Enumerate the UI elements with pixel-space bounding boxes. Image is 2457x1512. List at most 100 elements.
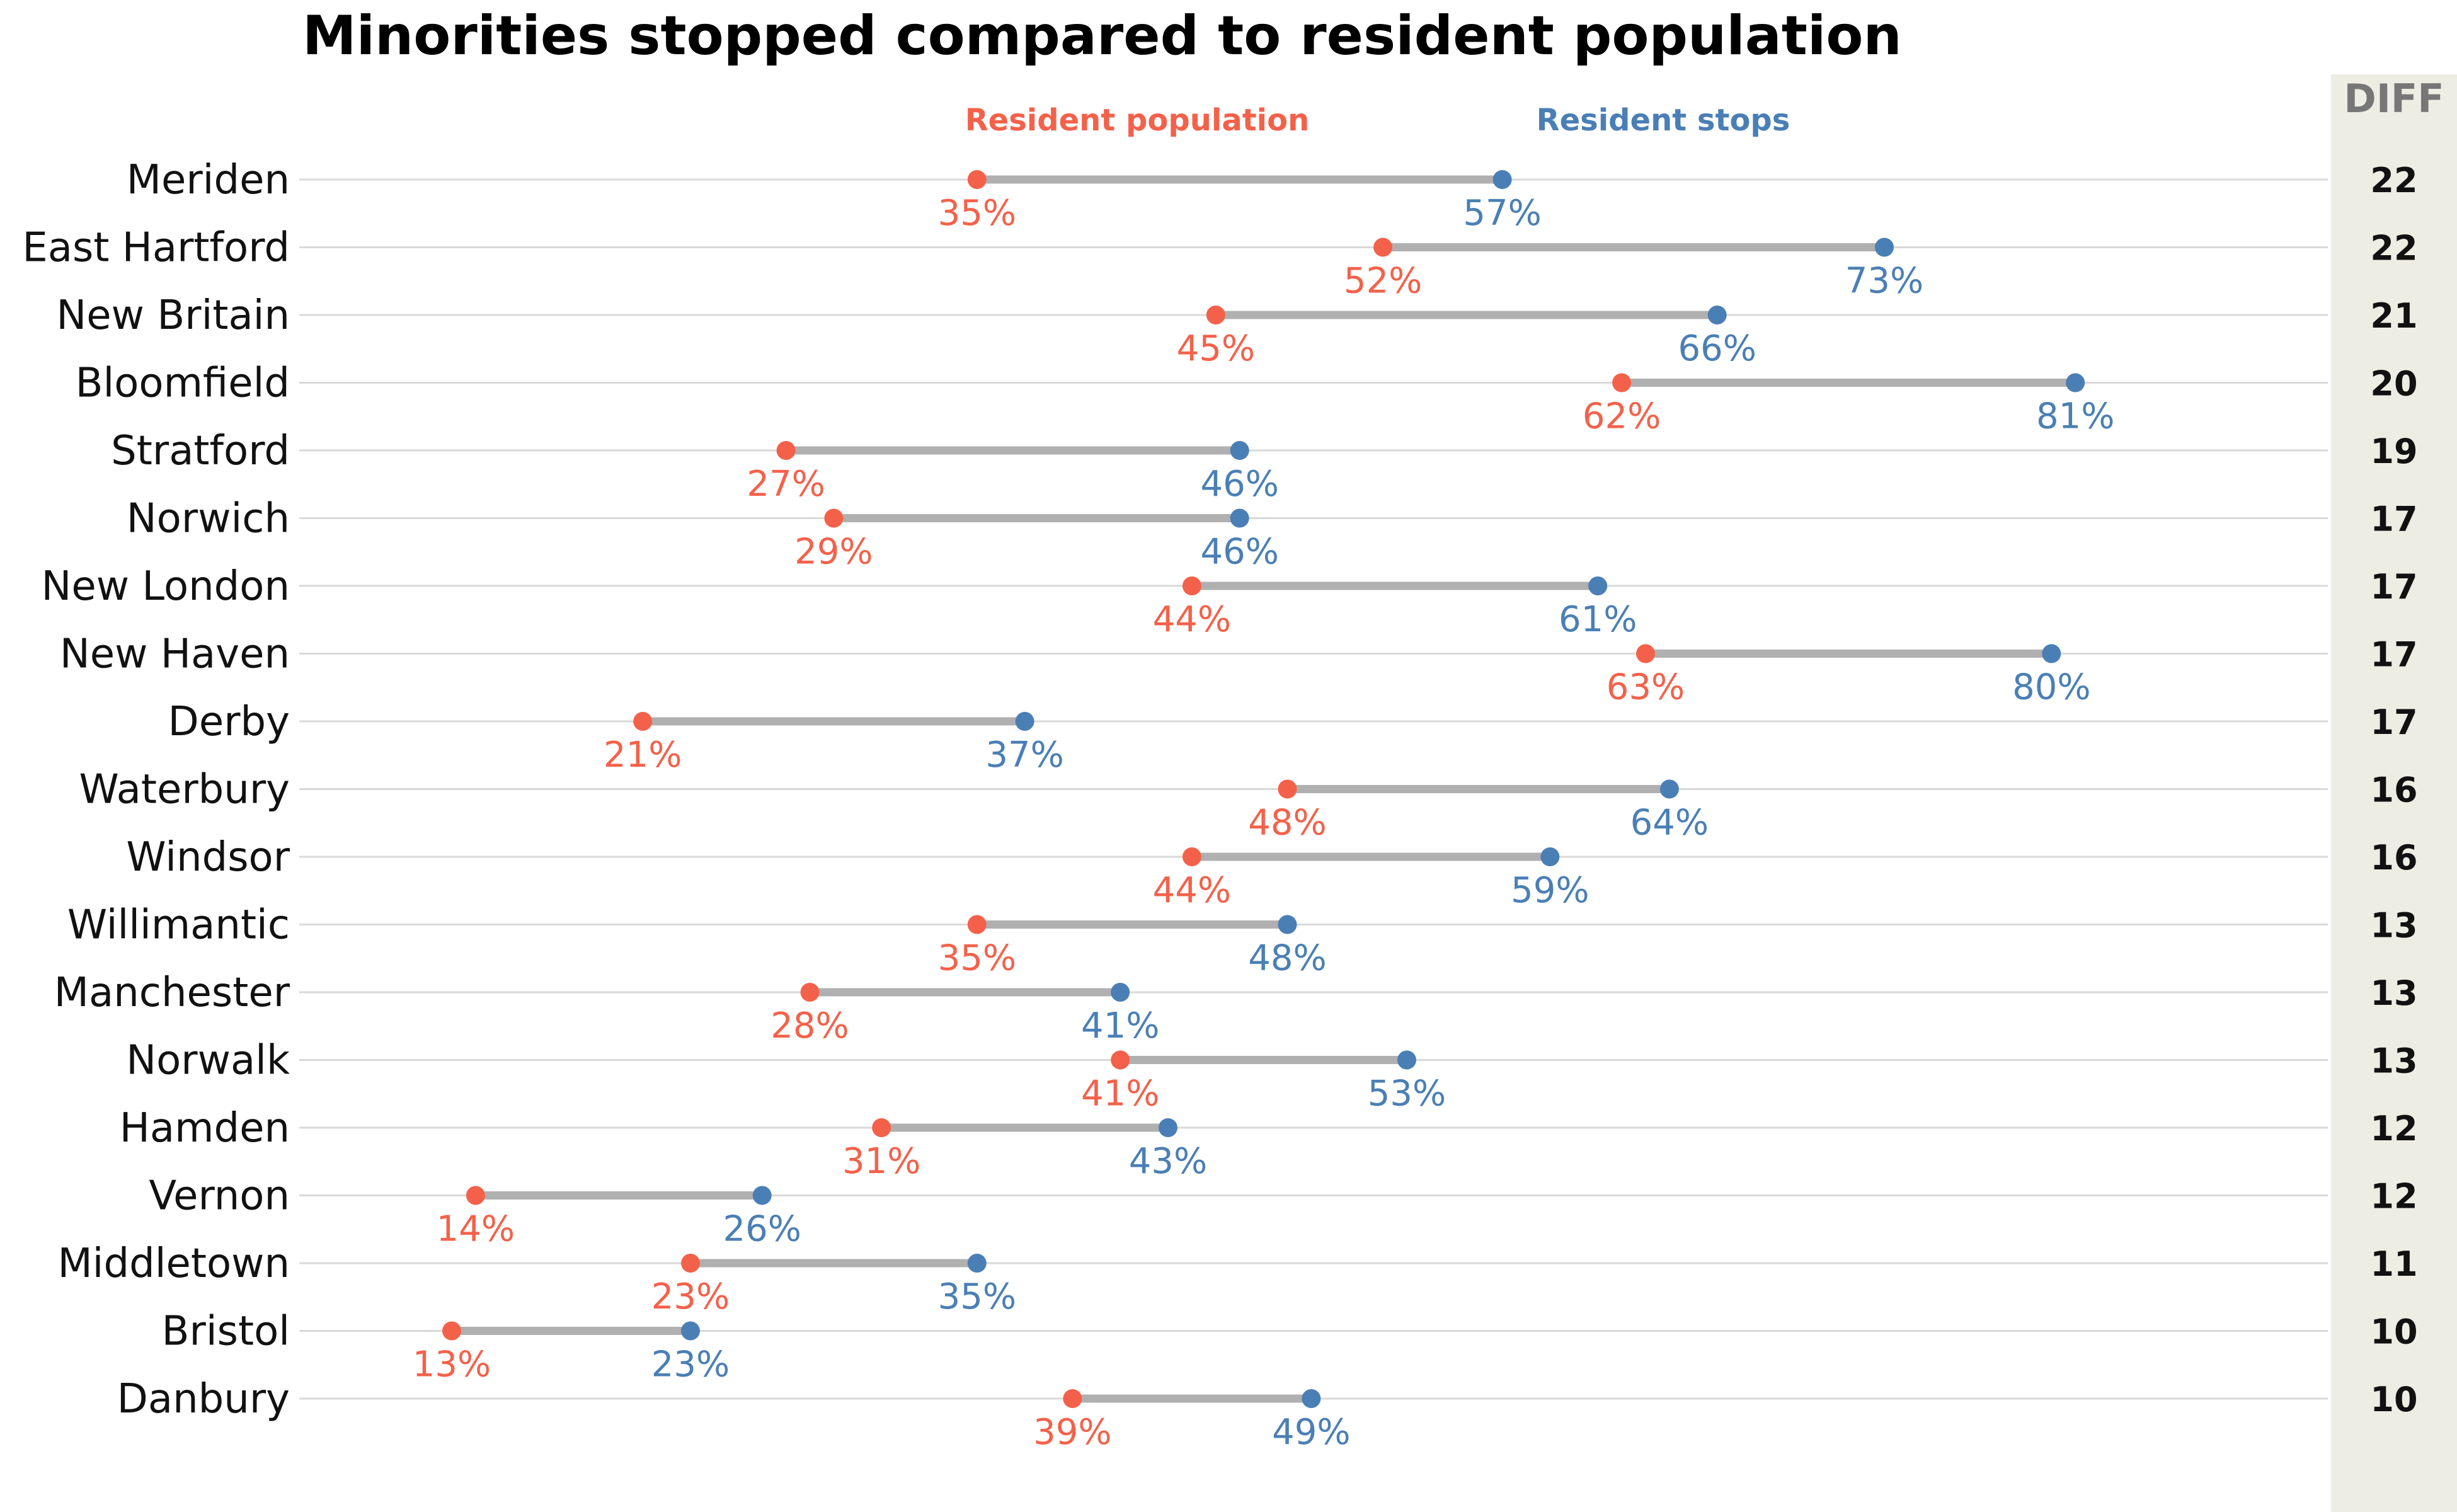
category-label-new-britain: New Britain (56, 292, 290, 339)
population-label-east-hartford: 52% (1344, 261, 1422, 302)
population-label-middletown: 23% (651, 1276, 730, 1317)
population-label-waterbury: 48% (1248, 803, 1326, 844)
stops-label-derby: 37% (985, 735, 1063, 776)
population-label-manchester: 28% (770, 1005, 849, 1046)
diff-value-derby: 17 (2370, 702, 2417, 742)
stops-point-bristol (681, 1321, 700, 1341)
stops-label-new-britain: 66% (1678, 328, 1756, 369)
population-point-new-london (1182, 576, 1201, 595)
diff-value-norwalk: 13 (2370, 1041, 2417, 1081)
population-label-willimantic: 35% (938, 938, 1016, 979)
diff-value-bristol: 10 (2370, 1312, 2417, 1352)
stops-point-new-britain (1707, 306, 1727, 324)
stops-point-new-haven (2042, 644, 2061, 663)
stops-label-bristol: 23% (651, 1344, 730, 1385)
population-point-bristol (442, 1321, 461, 1341)
stops-label-norwich: 46% (1200, 532, 1278, 573)
stops-label-new-haven: 80% (2012, 667, 2090, 708)
stops-point-meriden (1492, 170, 1512, 189)
chart-title: Minorities stopped compared to resident … (302, 4, 1902, 67)
labels: Meriden 35% 57% 22 East Hartford 52% 73% 22 New … (22, 157, 2417, 1453)
population-point-willimantic (967, 915, 987, 934)
population-point-bloomfield (1612, 373, 1632, 392)
stops-point-danbury (1302, 1389, 1321, 1408)
population-point-meriden (967, 170, 987, 189)
population-point-new-britain (1206, 306, 1225, 324)
stops-label-waterbury: 64% (1630, 803, 1709, 844)
diff-value-manchester: 13 (2370, 973, 2417, 1013)
diff-value-vernon: 12 (2370, 1177, 2417, 1217)
category-label-derby: Derby (168, 699, 290, 745)
stops-label-danbury: 49% (1272, 1412, 1350, 1453)
category-label-middletown: Middletown (57, 1240, 290, 1287)
stops-label-stratford: 46% (1200, 464, 1278, 505)
diff-value-norwich: 17 (2370, 500, 2417, 539)
diff-header: DIFF (2344, 76, 2444, 122)
stops-label-windsor: 59% (1511, 870, 1589, 911)
stops-label-middletown: 35% (938, 1276, 1016, 1317)
population-point-windsor (1182, 847, 1201, 866)
population-point-middletown (681, 1254, 700, 1273)
category-label-bristol: Bristol (162, 1309, 290, 1355)
stops-point-norwalk (1397, 1050, 1416, 1070)
stops-point-stratford (1230, 441, 1249, 460)
category-label-new-london: New London (41, 563, 290, 610)
diff-value-stratford: 19 (2370, 432, 2417, 471)
stops-point-middletown (967, 1254, 987, 1273)
category-label-windsor: Windsor (126, 834, 290, 881)
stops-point-vernon (752, 1186, 772, 1205)
category-label-new-haven: New Haven (60, 631, 290, 678)
population-point-manchester (800, 983, 820, 1002)
category-label-willimantic: Willimantic (67, 902, 290, 949)
diff-value-windsor: 16 (2370, 838, 2417, 878)
population-point-east-hartford (1373, 238, 1393, 257)
population-label-windsor: 44% (1153, 870, 1231, 911)
stops-point-new-london (1588, 576, 1608, 595)
population-point-derby (633, 712, 653, 731)
stops-label-vernon: 26% (723, 1209, 801, 1250)
diff-value-new-britain: 21 (2370, 296, 2417, 336)
diff-value-meriden: 22 (2370, 161, 2417, 200)
stops-point-bloomfield (2066, 373, 2085, 392)
connectors (452, 175, 2076, 1403)
diff-value-hamden: 12 (2370, 1109, 2417, 1148)
diff-value-new-london: 17 (2370, 567, 2417, 607)
diff-value-east-hartford: 22 (2370, 229, 2417, 268)
category-label-norwich: Norwich (127, 496, 290, 542)
stops-label-meriden: 57% (1463, 193, 1541, 234)
category-label-waterbury: Waterbury (79, 767, 290, 813)
population-point-waterbury (1278, 779, 1297, 799)
population-label-norwalk: 41% (1081, 1074, 1159, 1114)
population-point-hamden (872, 1118, 891, 1137)
diff-value-bloomfield: 20 (2370, 364, 2417, 404)
legend-resident-population: Resident population (965, 103, 1310, 138)
stops-label-manchester: 41% (1081, 1005, 1159, 1046)
population-point-vernon (466, 1186, 485, 1205)
stops-point-manchester (1111, 983, 1130, 1002)
stops-point-derby (1015, 712, 1034, 731)
category-label-vernon: Vernon (149, 1173, 290, 1220)
category-label-hamden: Hamden (120, 1105, 290, 1152)
population-label-meriden: 35% (938, 193, 1016, 234)
diff-value-middletown: 11 (2370, 1244, 2417, 1284)
category-label-stratford: Stratford (111, 428, 290, 474)
population-label-stratford: 27% (747, 464, 825, 505)
diff-value-willimantic: 13 (2370, 906, 2417, 946)
stops-label-bloomfield: 81% (2036, 396, 2114, 437)
category-label-east-hartford: East Hartford (22, 225, 290, 272)
stops-point-waterbury (1659, 779, 1679, 799)
stops-point-willimantic (1278, 915, 1297, 934)
category-label-danbury: Danbury (117, 1376, 290, 1423)
population-label-bloomfield: 62% (1583, 396, 1661, 437)
population-label-derby: 21% (604, 735, 682, 776)
category-label-manchester: Manchester (54, 970, 290, 1016)
stops-label-norwalk: 53% (1368, 1074, 1446, 1114)
population-label-hamden: 31% (842, 1141, 920, 1182)
category-label-bloomfield: Bloomfield (76, 360, 290, 407)
population-point-stratford (776, 441, 796, 460)
population-label-bristol: 13% (413, 1344, 491, 1385)
diff-value-new-haven: 17 (2370, 635, 2417, 675)
category-label-norwalk: Norwalk (126, 1038, 290, 1084)
population-label-vernon: 14% (437, 1209, 515, 1250)
